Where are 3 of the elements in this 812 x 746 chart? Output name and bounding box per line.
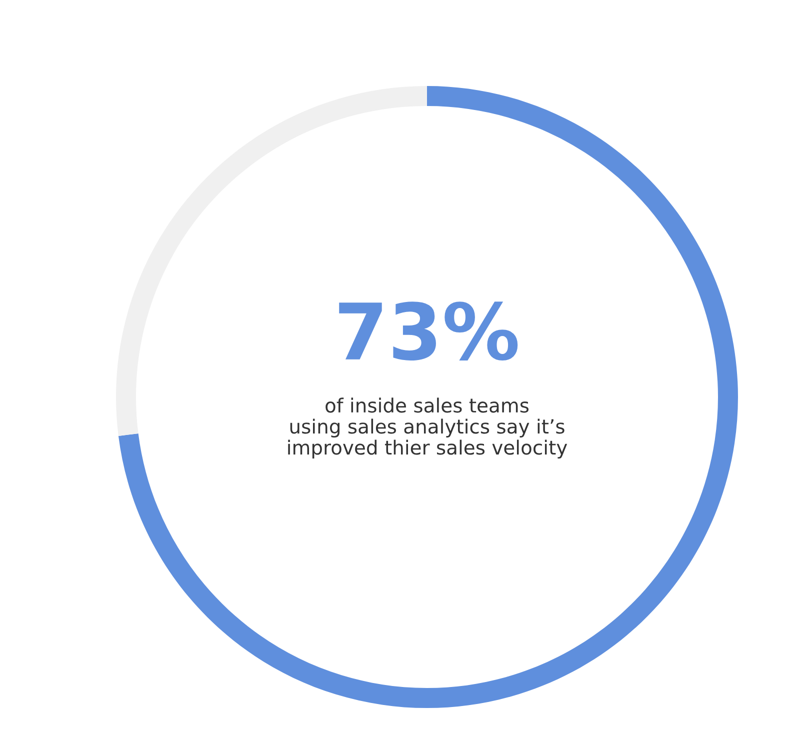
- data-label: 73%: [339, 302, 518, 360]
- text: of inside sales teams using sales analytics say it’s improved thier sales velocity: [288, 398, 568, 459]
- donut-slice: [118, 86, 738, 708]
